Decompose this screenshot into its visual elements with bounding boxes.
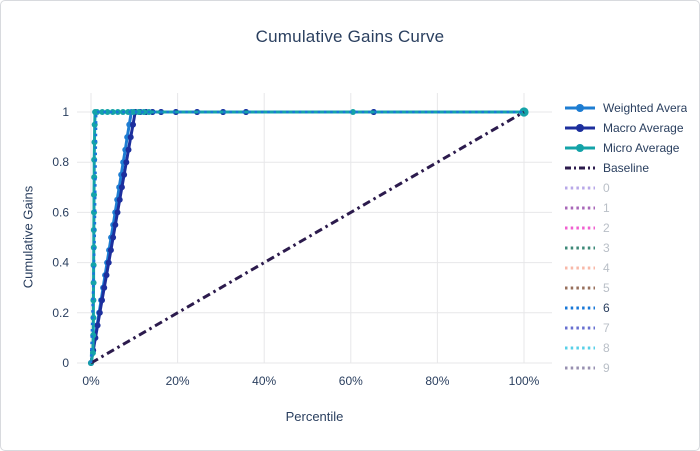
series-marker <box>125 146 132 153</box>
series-marker <box>96 309 103 316</box>
legend-sample-dot <box>565 286 595 290</box>
series-marker <box>125 109 132 115</box>
legend-item-label: Micro Average <box>603 141 680 155</box>
series-marker <box>109 109 116 115</box>
series-marker <box>110 234 117 241</box>
legend-item-micro-average[interactable]: Micro Average <box>564 138 687 158</box>
y-tick-label: 1 <box>62 105 69 119</box>
series-marker <box>91 191 97 198</box>
x-tick-label: 60% <box>339 374 363 388</box>
series-marker <box>114 209 121 216</box>
legend-item-label: 6 <box>603 301 610 315</box>
legend-item-5[interactable]: 5 <box>564 278 687 298</box>
series-marker <box>123 159 130 166</box>
legend-item-label: Weighted Avera <box>603 101 688 115</box>
series-marker <box>140 109 147 115</box>
legend-sample-line-marker <box>565 144 595 152</box>
legend-item-baseline[interactable]: Baseline <box>564 158 687 178</box>
x-tick-label: 80% <box>425 374 449 388</box>
legend-sample-dot <box>565 346 595 350</box>
legend-sample-dot <box>565 306 595 310</box>
legend-sample-dot <box>565 186 595 190</box>
series-marker <box>350 109 356 115</box>
x-tick-label: 100% <box>509 374 540 388</box>
legend-sample-dot <box>565 326 595 330</box>
series-marker <box>104 109 111 115</box>
series-marker <box>107 247 114 254</box>
legend-sample-dot <box>565 226 595 230</box>
x-tick-label: 20% <box>166 374 190 388</box>
legend-item-macro-average[interactable]: Macro Average <box>564 118 687 138</box>
series-marker <box>135 109 142 115</box>
series-marker <box>101 284 108 291</box>
series-marker <box>105 259 112 266</box>
y-axis-title: Cumulative Gains <box>20 185 36 289</box>
legend-sample-line-marker <box>565 104 595 112</box>
x-tick-label: 40% <box>252 374 276 388</box>
legend-item-label: Baseline <box>603 161 650 175</box>
legend-item-3[interactable]: 3 <box>564 238 687 258</box>
y-tick-label: 0.2 <box>52 306 69 320</box>
legend-sample-dot <box>565 366 595 370</box>
legend-sample-dashdot <box>565 166 595 170</box>
legend-item-2[interactable]: 2 <box>564 218 687 238</box>
series-marker <box>99 297 105 304</box>
series-marker <box>99 109 106 115</box>
legend-item-label: 5 <box>603 281 610 295</box>
series-marker <box>130 121 136 128</box>
series-marker <box>94 109 101 115</box>
legend-item-label: 0 <box>603 181 610 195</box>
legend-item-label: 2 <box>603 221 610 235</box>
legend-sample-dot <box>565 246 595 250</box>
legend-item-9[interactable]: 9 <box>564 358 687 378</box>
legend-item-label: Macro Average <box>603 121 684 135</box>
legend-item-label: 8 <box>603 341 610 355</box>
y-tick-label: 0.6 <box>52 205 69 219</box>
series-line <box>90 110 525 365</box>
legend-item-label: 9 <box>603 361 610 375</box>
legend-item-1[interactable]: 1 <box>564 198 687 218</box>
y-tick-label: 0.8 <box>52 155 69 169</box>
x-axis-title: Percentile <box>285 409 344 424</box>
legend-item-label: 7 <box>603 321 610 335</box>
series-marker <box>121 171 128 178</box>
series-marker <box>127 134 134 141</box>
legend-item-weighted-avera[interactable]: Weighted Avera <box>564 98 687 118</box>
legend-item-8[interactable]: 8 <box>564 338 687 358</box>
legend-item-0[interactable]: 0 <box>564 178 687 198</box>
legend-item-7[interactable]: 7 <box>564 318 687 338</box>
series-marker <box>116 196 123 203</box>
legend-item-4[interactable]: 4 <box>564 258 687 278</box>
y-tick-label: 0 <box>62 356 69 370</box>
y-tick-label: 0.4 <box>52 256 69 270</box>
series-marker <box>112 221 119 228</box>
series-marker <box>103 272 110 279</box>
legend-sample-dot <box>565 206 595 210</box>
legend-item-label: 1 <box>603 201 610 215</box>
legend-sample-dot <box>565 266 595 270</box>
series-marker <box>94 322 101 329</box>
legend-item-label: 3 <box>603 241 610 255</box>
series-baseline <box>90 110 525 365</box>
series-marker <box>118 184 125 191</box>
series-marker <box>130 109 137 115</box>
legend-item-6[interactable]: 6 <box>564 298 687 318</box>
chart-title: Cumulative Gains Curve <box>255 27 445 46</box>
legend-item-label: 4 <box>603 261 610 275</box>
legend-sample-line-marker <box>565 124 595 132</box>
x-tick-label: 0% <box>82 374 100 388</box>
legend: Weighted Avera Macro Average Micro Average… <box>564 98 687 378</box>
series-marker <box>90 279 97 286</box>
